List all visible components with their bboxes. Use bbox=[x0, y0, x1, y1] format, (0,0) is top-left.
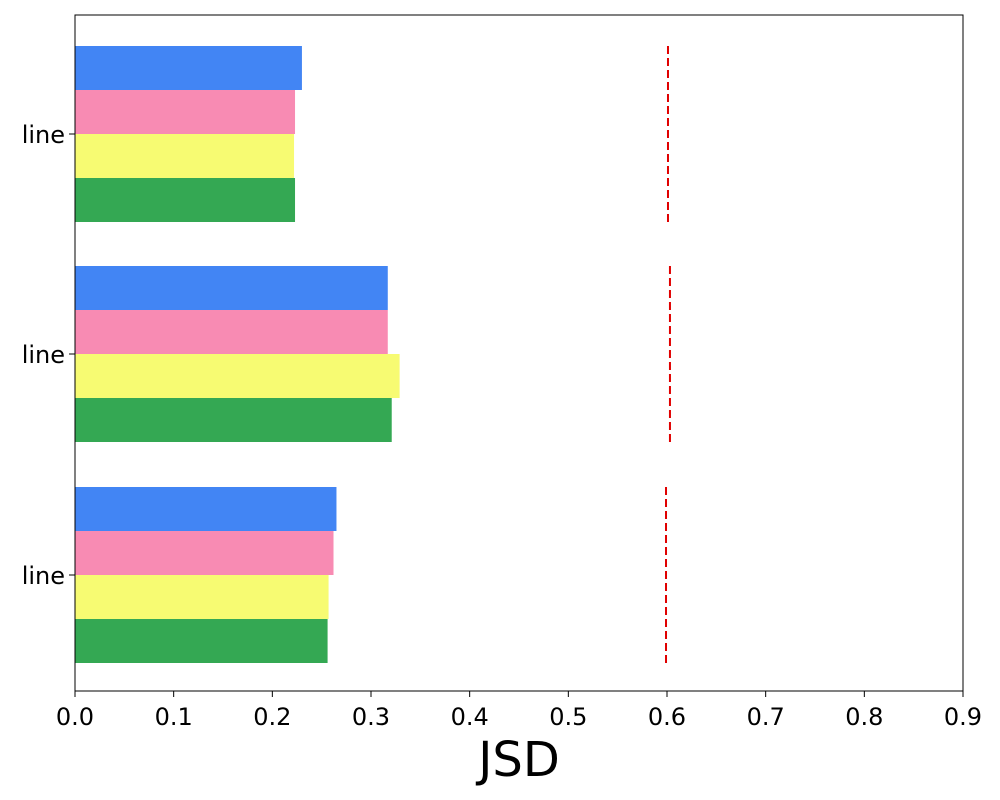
x-tick-label-3: 0.3 bbox=[352, 703, 390, 731]
bar-group-0-series-0 bbox=[75, 46, 302, 90]
bar-group-1-series-3 bbox=[75, 398, 392, 442]
x-tick-label-9: 0.9 bbox=[944, 703, 982, 731]
y-axis-ticks: line line line bbox=[22, 121, 75, 590]
bar-group-0-series-2 bbox=[75, 134, 295, 178]
y-category-label-0: line bbox=[22, 121, 65, 149]
bars-layer bbox=[75, 46, 400, 663]
y-category-label-1: line bbox=[22, 341, 65, 369]
bar-group-1-series-1 bbox=[75, 310, 388, 354]
bar-group-2-series-2 bbox=[75, 575, 329, 619]
bar-group-0-series-3 bbox=[75, 178, 296, 222]
plot-area-frame bbox=[74, 14, 964, 692]
x-tick-label-7: 0.7 bbox=[747, 703, 785, 731]
x-tick-label-2: 0.2 bbox=[253, 703, 291, 731]
x-tick-label-4: 0.4 bbox=[451, 703, 489, 731]
x-tick-label-0: 0.0 bbox=[56, 703, 94, 731]
x-tick-label-1: 0.1 bbox=[155, 703, 193, 731]
x-tick-label-8: 0.8 bbox=[845, 703, 883, 731]
y-category-label-2: line bbox=[22, 562, 65, 590]
bar-group-2-series-0 bbox=[75, 487, 337, 531]
bar-group-1-series-2 bbox=[75, 354, 400, 398]
x-axis-ticks: 0.0 0.1 0.2 0.3 0.4 0.5 0.6 0.7 0.8 0.9 bbox=[56, 691, 982, 731]
reference-lines-layer bbox=[665, 46, 671, 663]
x-axis-label: JSD bbox=[475, 732, 560, 788]
bar-group-0-series-1 bbox=[75, 90, 296, 134]
x-tick-label-6: 0.6 bbox=[648, 703, 686, 731]
bar-group-2-series-3 bbox=[75, 619, 328, 663]
x-tick-label-5: 0.5 bbox=[549, 703, 587, 731]
bar-group-2-series-1 bbox=[75, 531, 334, 575]
bar-group-1-series-0 bbox=[75, 266, 388, 310]
